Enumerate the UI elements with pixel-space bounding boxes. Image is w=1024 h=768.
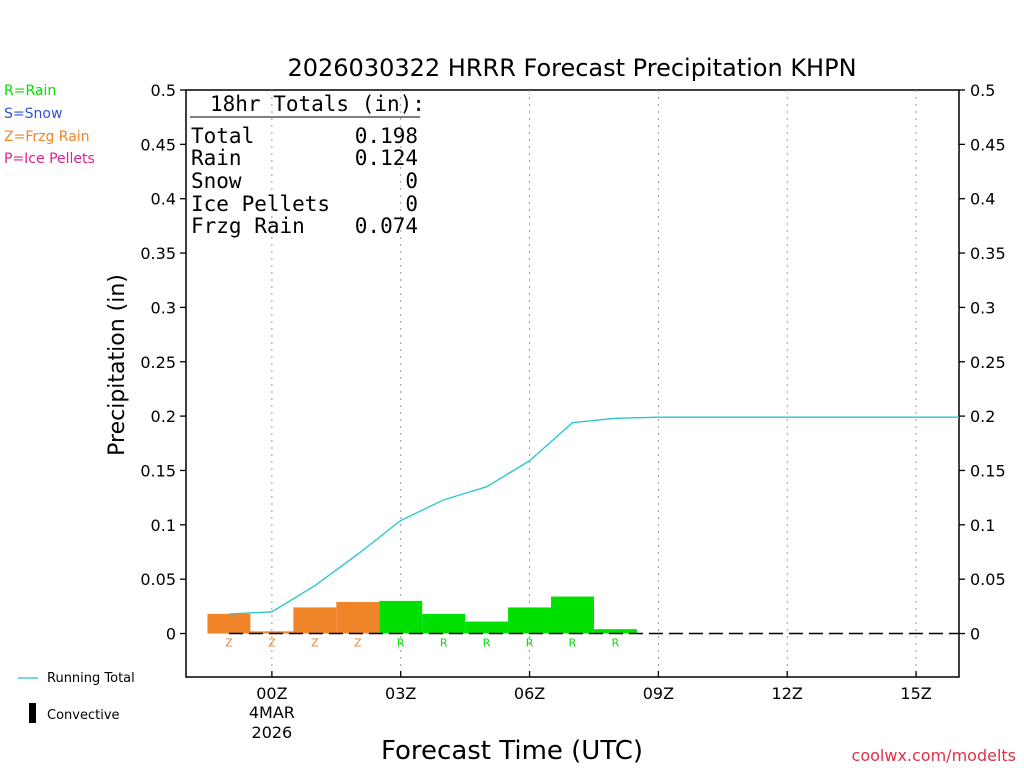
precip-type-letter: Z: [268, 637, 276, 650]
totals-value-rain: 0.124: [355, 146, 418, 170]
precip-bar: [293, 607, 337, 634]
y-tick-label-right: 0.35: [970, 244, 1006, 263]
totals-value-frzg-rain: 0.074: [355, 214, 418, 238]
running-total-series: [228, 416, 959, 615]
y-tick-label-left: 0.45: [140, 135, 176, 154]
legend-frzg-rain: Z=Frzg Rain: [4, 129, 90, 145]
totals-label-snow: Snow: [191, 169, 242, 193]
y-axis-ticks: 0 00.05 0.050.1 0.10.15 0.150.2 0.20.25 0.250.…: [140, 81, 1005, 644]
x-tick-label: 06Z: [514, 684, 545, 703]
totals-label-ice-pellets: Ice Pellets: [191, 192, 330, 216]
y-tick-label-left: 0.15: [140, 461, 176, 480]
legend-ice-pellets: P=Ice Pellets: [4, 151, 95, 167]
y-tick-label-right: 0.4: [970, 190, 995, 209]
precip-type-letter: Z: [311, 637, 319, 650]
precip-bar: [465, 621, 509, 634]
x-tick-date: 4MAR: [249, 703, 295, 722]
x-tick-label: 09Z: [643, 684, 674, 703]
y-tick-label-right: 0.2: [970, 407, 995, 426]
precip-type-letter: R: [440, 637, 448, 650]
precip-type-letter: R: [612, 637, 620, 650]
y-tick-label-right: 0.15: [970, 461, 1006, 480]
totals-label-rain: Rain: [191, 146, 242, 170]
y-tick-label-left: 0.35: [140, 244, 176, 263]
x-tick-label: 12Z: [772, 684, 803, 703]
x-tick-year: 2026: [252, 723, 293, 742]
precip-type-letter: Z: [354, 637, 362, 650]
x-tick-label: 03Z: [385, 684, 416, 703]
y-tick-label-right: 0.1: [970, 516, 995, 535]
running-total-line: [228, 416, 959, 615]
convective-swatch: [29, 703, 36, 723]
precip-bar: [551, 596, 594, 634]
totals-value-total: 0.198: [355, 124, 418, 148]
y-tick-label-left: 0.3: [151, 298, 176, 317]
chart-title: 2026030322 HRRR Forecast Precipitation K…: [287, 54, 856, 82]
precip-bar: [508, 607, 552, 634]
plot-frame: [185, 89, 960, 678]
totals-value-ice-pellets: 0: [405, 192, 418, 216]
precip-bar: [593, 629, 637, 634]
totals-box: 18hr Totals (in): Total 0.198 Rain 0.124…: [190, 92, 425, 238]
legend-snow: S=Snow: [4, 106, 62, 122]
precip-bar: [250, 631, 294, 634]
y-tick-label-left: 0: [166, 625, 176, 644]
x-tick-label: 15Z: [900, 684, 931, 703]
precip-bar: [336, 601, 380, 634]
precip-type-letter: R: [483, 637, 491, 650]
y-tick-label-left: 0.4: [151, 190, 176, 209]
y-tick-label-right: 0: [970, 625, 980, 644]
precip-type-legend: R=Rain S=Snow Z=Frzg Rain P=Ice Pellets: [4, 83, 95, 167]
y-tick-label-left: 0.05: [140, 570, 176, 589]
y-tick-label-left: 0.1: [151, 516, 176, 535]
precip-bar: [422, 613, 466, 634]
y-tick-label-right: 0.05: [970, 570, 1006, 589]
y-tick-label-left: 0.5: [151, 81, 176, 100]
y-axis-title: Precipitation (in): [105, 274, 130, 456]
legend-rain: R=Rain: [4, 83, 56, 99]
precip-type-letter: Z: [225, 637, 233, 650]
y-tick-label-left: 0.25: [140, 353, 176, 372]
series-legend: Running Total Convective: [18, 671, 135, 723]
hourly-bars: [207, 596, 637, 634]
totals-label-frzg-rain: Frzg Rain: [191, 214, 305, 238]
y-tick-label-left: 0.2: [151, 407, 176, 426]
precip-bar: [379, 600, 423, 634]
totals-value-snow: 0: [405, 169, 418, 193]
x-axis-title: Forecast Time (UTC): [381, 736, 643, 766]
y-tick-label-right: 0.45: [970, 135, 1006, 154]
x-tick-label: 00Z: [256, 684, 287, 703]
precip-type-letter: R: [526, 637, 534, 650]
running-total-legend-label: Running Total: [47, 671, 135, 686]
totals-label-total: Total: [191, 124, 254, 148]
vertical-gridlines: [271, 90, 917, 677]
precip-bar: [207, 613, 251, 634]
convective-legend-label: Convective: [47, 708, 120, 723]
y-tick-label-right: 0.25: [970, 353, 1006, 372]
site-credit: coolwx.com/modelts: [852, 746, 1016, 765]
y-tick-label-right: 0.5: [970, 81, 995, 100]
totals-heading: 18hr Totals (in):: [210, 92, 425, 116]
precip-type-letter: R: [569, 637, 577, 650]
y-tick-label-right: 0.3: [970, 298, 995, 317]
precip-type-letter: R: [397, 637, 405, 650]
